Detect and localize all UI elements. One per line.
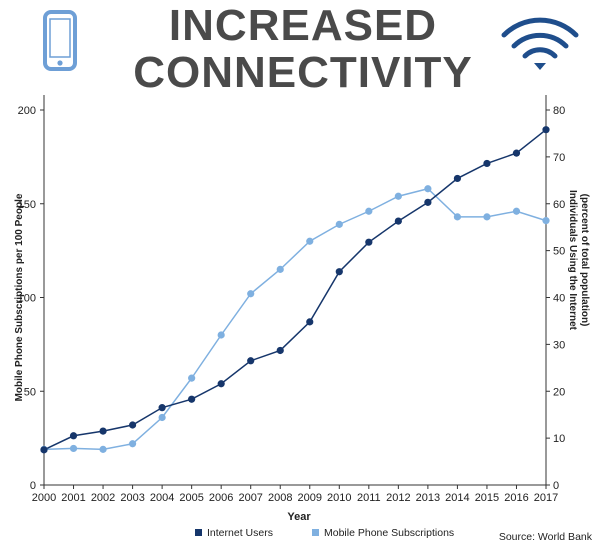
legend-mobile-subscriptions-label: Mobile Phone Subscriptions: [324, 527, 454, 539]
y-left-tick-label: 50: [24, 386, 36, 398]
series-line-mobile-subscriptions: [43, 187, 547, 451]
legend-mobile-subscriptions-swatch: [312, 529, 319, 536]
source-note: Source: World Bank: [499, 531, 593, 543]
title-line-2: CONNECTIVITY: [133, 48, 473, 97]
mobile-subscriptions-point: [99, 445, 107, 453]
mobile-subscriptions-point: [276, 265, 284, 273]
internet-users-point: [335, 268, 343, 276]
internet-users-point: [512, 149, 521, 157]
x-tick-label: 2013: [416, 492, 440, 504]
x-tick-label: 2003: [120, 492, 144, 504]
mobile-subscriptions-point: [512, 207, 521, 215]
x-tick-label: 2006: [209, 492, 233, 504]
mobile-subscriptions-point: [453, 213, 462, 221]
chart-legend: Internet Users Mobile Phone Subscriptions…: [195, 527, 593, 543]
chart-lines: [43, 129, 547, 451]
series-line-internet-users: [43, 129, 547, 451]
x-tick-label: 2007: [238, 492, 262, 504]
x-tick-label: 2017: [534, 492, 558, 504]
internet-users-point: [69, 432, 78, 440]
y-left-tick-label: 0: [30, 480, 36, 492]
x-tick-label: 2001: [61, 492, 85, 504]
mobile-subscriptions-point: [335, 220, 343, 228]
page-title: INCREASED CONNECTIVITY: [118, 2, 488, 96]
mobile-subscriptions-point: [306, 237, 314, 245]
internet-users-point: [365, 238, 373, 246]
internet-users-point: [217, 380, 225, 388]
mobile-subscriptions-point: [158, 413, 166, 422]
phone-icon: [43, 10, 77, 71]
y-right-tick-label: 50: [553, 246, 565, 258]
chart-axes: [40, 95, 550, 489]
y-left-tick-label: 150: [18, 199, 36, 211]
x-tick-label: 2000: [32, 492, 56, 504]
internet-users-point: [128, 421, 137, 429]
mobile-subscriptions-point: [128, 440, 137, 448]
internet-users-point: [247, 357, 255, 365]
y-axis-right-subtitle: (percent of total population): [579, 194, 590, 327]
mobile-subscriptions-point: [69, 444, 78, 453]
x-tick-label: 2009: [298, 492, 322, 504]
x-tick-label: 2010: [327, 492, 351, 504]
y-right-tick-label: 40: [553, 293, 565, 305]
x-tick-label: 2005: [179, 492, 203, 504]
mobile-subscriptions-point: [188, 374, 196, 382]
internet-users-point: [158, 404, 166, 412]
mobile-subscriptions-point: [365, 207, 373, 215]
x-tick-label: 2008: [268, 492, 292, 504]
x-tick-label: 2012: [386, 492, 410, 504]
y-axis-right-title: Individuals Using the Internet: [567, 190, 578, 331]
mobile-subscriptions-point: [247, 290, 255, 298]
x-tick-label: 2011: [357, 492, 381, 504]
y-right-tick-label: 30: [553, 339, 565, 351]
y-right-tick-label: 70: [553, 152, 565, 164]
internet-users-point: [188, 395, 196, 403]
internet-users-point: [276, 346, 284, 355]
internet-users-point: [394, 217, 402, 225]
y-right-tick-label: 80: [553, 105, 565, 117]
mobile-subscriptions-point: [394, 192, 402, 200]
y-right-tick-label: 0: [553, 480, 559, 492]
internet-users-point: [424, 198, 432, 206]
mobile-subscriptions-point: [483, 213, 491, 221]
chart-points: [40, 126, 550, 454]
wifi-icon: [501, 17, 579, 70]
internet-users-point: [306, 318, 314, 326]
internet-users-point: [542, 126, 550, 134]
x-tick-label: 2004: [150, 492, 174, 504]
x-tick-label: 2014: [445, 492, 469, 504]
mobile-subscriptions-point: [424, 185, 432, 193]
mobile-subscriptions-point: [542, 217, 550, 225]
internet-users-point: [483, 159, 491, 168]
internet-users-point: [99, 427, 107, 435]
y-left-tick-label: 100: [18, 293, 36, 305]
y-right-tick-label: 60: [553, 199, 565, 211]
legend-internet-users-label: Internet Users: [207, 527, 273, 539]
internet-users-point: [40, 446, 48, 454]
x-tick-label: 2016: [504, 492, 528, 504]
y-axis-left-title: Mobile Phone Subscriptions per 100 Peopl…: [14, 193, 25, 401]
mobile-subscriptions-point: [217, 331, 225, 339]
y-right-tick-label: 10: [553, 433, 565, 445]
title-line-1: INCREASED: [168, 1, 438, 50]
y-right-tick-label: 20: [553, 386, 565, 398]
x-tick-label: 2002: [91, 492, 115, 504]
internet-users-point: [453, 174, 462, 183]
x-axis-title: Year: [287, 511, 311, 523]
y-left-tick-label: 200: [18, 105, 36, 117]
x-tick-label: 2015: [475, 492, 499, 504]
legend-internet-users-swatch: [195, 529, 202, 536]
